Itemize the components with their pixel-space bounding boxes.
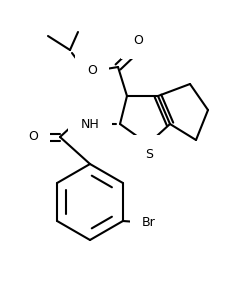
Text: O: O (133, 34, 143, 46)
Text: O: O (87, 63, 97, 77)
Text: O: O (28, 131, 38, 143)
Text: NH: NH (81, 117, 99, 131)
Text: Br: Br (142, 216, 156, 230)
Text: S: S (145, 147, 153, 161)
